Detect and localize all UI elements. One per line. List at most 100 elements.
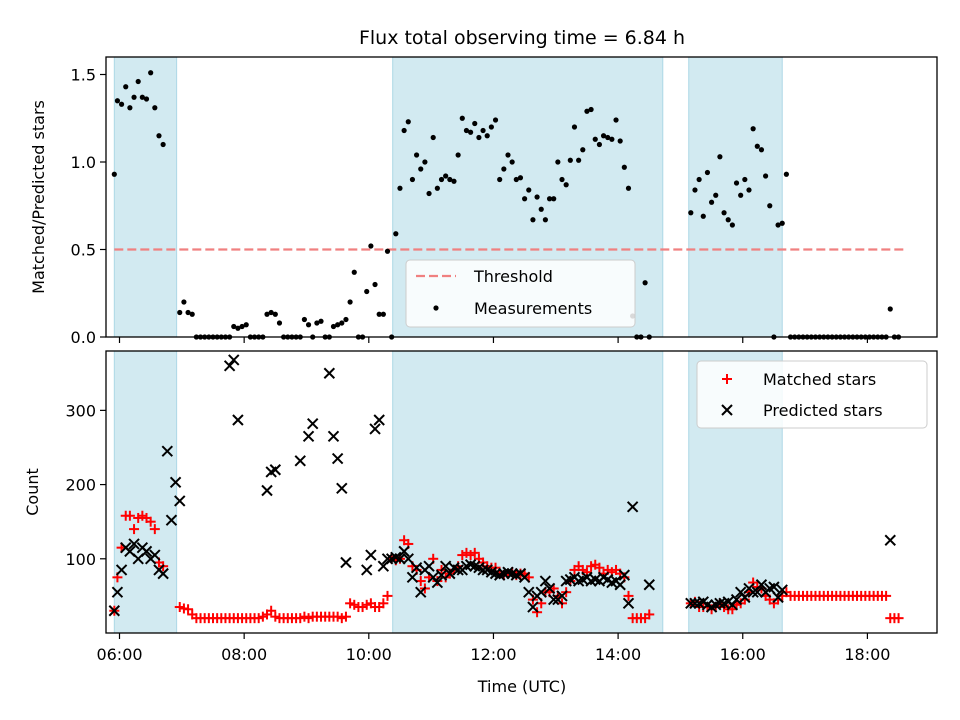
measurement-point	[763, 173, 769, 179]
bottom-legend: Matched stars Predicted stars	[696, 360, 928, 429]
predicted-star-point	[527, 601, 539, 613]
bottom-legend-box	[696, 360, 928, 429]
measurement-point	[551, 196, 557, 202]
measurement-point	[542, 217, 548, 223]
measurement-point	[509, 159, 515, 165]
predicted-star-point	[340, 556, 352, 569]
top-legend-box	[405, 259, 636, 328]
measurement-point	[235, 325, 241, 331]
bottom-shaded-interval	[113, 350, 178, 634]
measurement-point	[459, 115, 465, 121]
measurement-point	[160, 141, 166, 148]
measurement-point	[617, 138, 623, 144]
measurement-point	[492, 117, 499, 123]
matched-star-point	[623, 590, 634, 601]
predicted-star-point	[161, 445, 173, 457]
measurement-point	[455, 152, 461, 158]
x-tick-label: 10:00	[346, 645, 392, 664]
top-y-tick-label: 1.5	[71, 66, 96, 85]
matched-star-point	[378, 598, 389, 609]
matched-star-point	[893, 613, 904, 624]
measurement-point	[472, 120, 478, 127]
predicted-star-point	[365, 549, 377, 561]
matched-star-point	[594, 562, 605, 573]
measurement-point	[704, 169, 711, 176]
measurement-point	[111, 171, 117, 177]
matched-star-point	[469, 547, 480, 558]
measurement-point	[364, 288, 370, 295]
predicted-star-point	[543, 582, 556, 595]
measurement-point	[426, 190, 432, 197]
measurement-point	[443, 173, 449, 179]
measurement-point	[148, 70, 154, 76]
predicted-star-point	[431, 576, 444, 589]
x-tick-label: 12:00	[470, 645, 516, 664]
predicted-star-point	[626, 501, 639, 513]
measurement-point	[243, 322, 249, 328]
measurement-point	[538, 206, 544, 212]
measurement-point	[156, 133, 162, 139]
measurement-point	[563, 182, 569, 188]
measurement-point	[339, 320, 345, 326]
predicted-star-point	[444, 567, 456, 580]
measurement-point	[708, 199, 715, 205]
predicted-star-point	[373, 414, 385, 426]
measurement-point	[347, 299, 353, 305]
legend-predicted-label: Predicted stars	[763, 401, 883, 420]
measurement-point	[696, 176, 702, 183]
measurement-point	[600, 133, 607, 139]
measurement-point	[181, 299, 187, 305]
matched-star-point	[382, 590, 393, 601]
measurement-point	[463, 127, 470, 134]
top-shaded-interval	[113, 56, 178, 338]
measurement-point	[783, 171, 789, 177]
predicted-star-point	[369, 423, 381, 435]
predicted-star-point	[768, 581, 780, 593]
measurement-point	[438, 176, 445, 183]
measurement-point	[276, 320, 283, 326]
measurement-point	[484, 133, 490, 139]
top-plot-frame	[105, 56, 938, 338]
measurement-point	[505, 152, 511, 158]
measurement-point	[314, 320, 320, 326]
matched-star-point	[124, 510, 135, 521]
predicted-star-point	[336, 482, 348, 494]
measurement-point	[725, 217, 731, 223]
measurement-point	[343, 316, 349, 323]
predicted-star-point	[294, 455, 306, 467]
predicted-star-point	[539, 575, 552, 587]
top-legend: Threshold Measurements	[405, 259, 636, 328]
measurement-point	[501, 166, 507, 172]
measurement-point	[754, 143, 760, 149]
measurement-point	[118, 101, 125, 107]
x-tick-label: 18:00	[844, 645, 890, 664]
predicted-star-point	[755, 579, 768, 591]
matched-star-point	[266, 605, 277, 616]
predicted-star-point	[302, 430, 315, 443]
measurement-point	[434, 185, 440, 191]
matched-star-point	[129, 524, 140, 535]
top-shaded-interval	[688, 56, 783, 338]
predicted-star-point	[730, 593, 743, 606]
measurement-point	[422, 159, 428, 165]
predicted-star-point	[232, 414, 244, 426]
measurement-point	[114, 98, 121, 104]
predicted-star-point	[402, 553, 414, 565]
measurement-point	[758, 147, 765, 153]
measurement-point	[522, 196, 528, 202]
measurement-point	[750, 126, 756, 132]
measurement-point	[738, 192, 744, 198]
predicted-star-point	[323, 367, 336, 379]
predicted-star-point	[228, 354, 240, 366]
matched-star-point	[149, 524, 160, 535]
x-tick-label: 06:00	[96, 645, 142, 664]
measurement-point	[721, 210, 727, 216]
predicted-star-point	[223, 360, 236, 372]
measurement-point	[451, 178, 457, 184]
predicted-star-point	[751, 586, 764, 598]
predicted-star-point	[643, 579, 655, 591]
predicted-star-point	[477, 564, 489, 576]
predicted-star-point	[331, 452, 344, 465]
predicted-star-point	[776, 584, 788, 596]
predicted-star-point	[140, 545, 153, 558]
